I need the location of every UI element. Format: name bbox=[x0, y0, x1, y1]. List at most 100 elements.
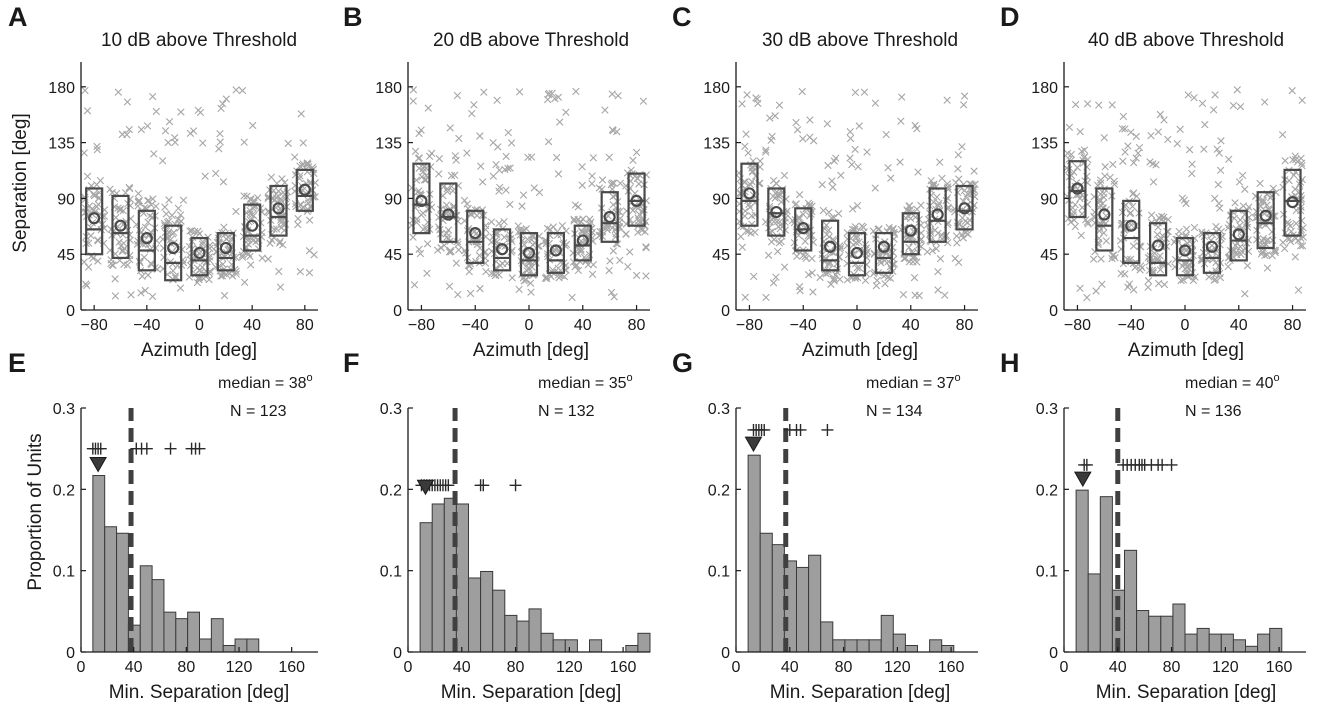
bottom-x-axis-label-e: Min. Separation [deg] bbox=[109, 682, 290, 703]
scatter-point bbox=[607, 181, 615, 189]
scatter-point bbox=[111, 275, 119, 283]
scatter-point bbox=[572, 87, 580, 96]
scatter-point bbox=[742, 227, 750, 235]
scatter-point bbox=[1289, 156, 1297, 164]
scatter-point bbox=[452, 259, 461, 267]
scatter-point bbox=[496, 183, 504, 192]
box-iqr bbox=[1068, 160, 1087, 219]
histogram-bar bbox=[151, 579, 165, 653]
x-tick-label: 120 bbox=[884, 659, 911, 676]
scatter-point bbox=[1081, 153, 1089, 161]
histogram-bar bbox=[116, 532, 129, 653]
scatter-point bbox=[751, 228, 759, 237]
y-tick-label: 0.2 bbox=[53, 482, 75, 499]
scatter-point bbox=[495, 166, 504, 174]
scatter-point bbox=[1130, 286, 1138, 294]
scatter-point bbox=[1241, 290, 1249, 298]
scatter-point bbox=[1286, 222, 1295, 230]
scatter-point bbox=[504, 128, 512, 137]
scatter-point bbox=[633, 174, 642, 182]
unit-cross-marker bbox=[140, 442, 153, 455]
scatter-point bbox=[140, 253, 148, 261]
scatter-point bbox=[127, 291, 135, 299]
scatter-point bbox=[258, 254, 266, 262]
scatter-point bbox=[1127, 128, 1135, 137]
scatter-point bbox=[605, 266, 613, 275]
scatter-point bbox=[791, 201, 799, 209]
scatter-point bbox=[902, 231, 911, 239]
scatter-point bbox=[898, 93, 906, 101]
scatter-point bbox=[1181, 265, 1189, 273]
scatter-point bbox=[1236, 102, 1245, 111]
scatter-point bbox=[548, 89, 556, 98]
mode-triangle-marker bbox=[744, 436, 763, 453]
histogram-bar bbox=[504, 614, 518, 653]
histogram-bar bbox=[210, 618, 224, 653]
scatter-point bbox=[629, 156, 637, 165]
box-iqr bbox=[519, 232, 539, 277]
scatter-point bbox=[632, 148, 641, 157]
azimuth-box-60 bbox=[928, 187, 947, 243]
scatter-point bbox=[148, 292, 157, 301]
scatter-point bbox=[574, 215, 582, 224]
scatter-point bbox=[535, 188, 544, 197]
azimuth-box-80 bbox=[955, 184, 974, 231]
top-x-axis-label-a: Azimuth [deg] bbox=[141, 340, 257, 361]
scatter-point bbox=[495, 219, 503, 228]
azimuth-box-80 bbox=[295, 168, 314, 212]
scatter-point bbox=[454, 290, 462, 299]
scatter-point bbox=[232, 270, 240, 278]
scatter-point bbox=[795, 283, 804, 291]
scatter-point bbox=[795, 213, 803, 221]
scatter-point bbox=[853, 201, 862, 210]
scatter-point bbox=[1076, 194, 1084, 203]
scatter-point bbox=[421, 223, 430, 232]
mean-marker bbox=[88, 212, 101, 225]
scatter-point bbox=[93, 142, 101, 151]
scatter-point bbox=[750, 272, 758, 281]
x-tick-label: 40 bbox=[574, 317, 592, 334]
scatter-point bbox=[141, 286, 149, 295]
scatter-point bbox=[958, 143, 966, 151]
box-iqr bbox=[627, 172, 646, 227]
x-tick-label: 80 bbox=[296, 317, 314, 334]
scatter-point bbox=[419, 209, 427, 217]
histogram-bar bbox=[747, 454, 761, 653]
scatter-point bbox=[416, 249, 425, 258]
x-tick-label: −80 bbox=[408, 317, 435, 334]
scatter-point bbox=[272, 225, 281, 233]
scatter-point bbox=[770, 217, 778, 226]
scatter-point bbox=[106, 185, 114, 193]
scatter-point bbox=[1237, 247, 1246, 256]
scatter-point bbox=[587, 218, 595, 226]
scatter-point bbox=[554, 93, 563, 101]
y-tick-label: 0.1 bbox=[53, 564, 75, 581]
scatter-point bbox=[219, 178, 228, 186]
scatter-point bbox=[93, 145, 102, 154]
scatter-point bbox=[420, 176, 429, 184]
scatter-point bbox=[934, 229, 942, 237]
scatter-point bbox=[1160, 280, 1169, 289]
scatter-point bbox=[447, 248, 455, 256]
scatter-point bbox=[952, 232, 961, 240]
scatter-point bbox=[191, 227, 199, 236]
scatter-point bbox=[936, 255, 945, 263]
y-tick-label: 180 bbox=[703, 80, 730, 97]
x-tick-label: 80 bbox=[956, 317, 974, 334]
mode-triangle-marker bbox=[1073, 471, 1092, 488]
scatter-point bbox=[608, 90, 616, 98]
box-iqr bbox=[1283, 168, 1302, 237]
scatter-point bbox=[274, 187, 283, 195]
scatter-point bbox=[1238, 171, 1247, 180]
scatter-point bbox=[588, 172, 596, 180]
scatter-point bbox=[455, 134, 463, 143]
x-tick-label: 80 bbox=[835, 659, 853, 676]
scatter-point bbox=[941, 291, 949, 299]
scatter-point bbox=[1293, 158, 1302, 166]
histogram-bar bbox=[1184, 633, 1198, 653]
scatter-point bbox=[267, 173, 276, 181]
scatter-point bbox=[1156, 266, 1165, 274]
histogram-bar bbox=[419, 522, 433, 653]
mean-marker bbox=[549, 244, 562, 257]
